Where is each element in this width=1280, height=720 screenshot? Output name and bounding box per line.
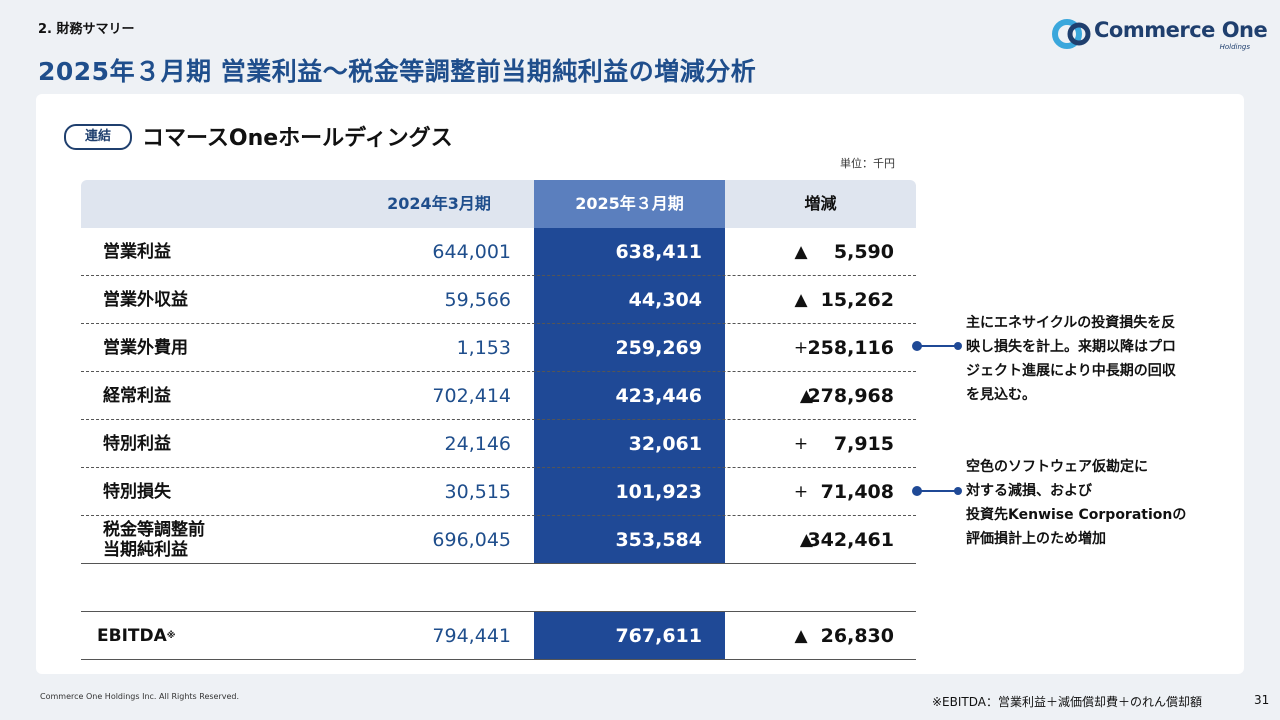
copyright: Commerce One Holdings Inc. All Rights Re… <box>40 692 240 701</box>
row-prev-value: 24,146 <box>444 433 511 455</box>
row-change-value: 15,262 <box>820 289 894 311</box>
page-title: 2025年３月期 営業利益～税金等調整前当期純利益の増減分析 <box>38 57 757 86</box>
current-year-column-bg <box>534 180 725 564</box>
row-separator <box>81 371 916 372</box>
table-row: 税金等調整前 当期純利益 696,045 353,584 ▲ 342,461 <box>81 516 916 564</box>
row-label: 経常利益 <box>103 385 171 406</box>
row-curr-value: 638,411 <box>615 241 702 263</box>
row-change-value: 7,915 <box>833 433 894 455</box>
unit-label: 単位：千円 <box>840 157 895 170</box>
connector-lines <box>912 341 962 496</box>
ebitda-curr: 767,611 <box>615 625 702 647</box>
note-2-line-1: 空色のソフトウェア仮勘定に <box>966 459 1148 475</box>
row-label: 特別損失 <box>103 481 171 502</box>
row-change-value: 71,408 <box>820 481 894 503</box>
row-curr-value: 32,061 <box>628 433 702 455</box>
row-curr-value: 101,923 <box>615 481 702 503</box>
row-label: 営業外費用 <box>103 337 188 358</box>
row-prev-value: 1,153 <box>456 337 511 359</box>
note-1-line-1: 主にエネサイクルの投資損失を反 <box>966 315 1176 331</box>
ebitda-prev: 794,441 <box>432 625 511 647</box>
note-2-line-2: 対する減損、および <box>966 483 1092 499</box>
table-row: 特別損失 30,515 101,923 +71,408 <box>81 468 916 516</box>
ebitda-top-line <box>81 611 916 612</box>
company-subtitle: コマースOneホールディングス <box>142 126 453 151</box>
row-change-value: 342,461 <box>807 529 894 551</box>
ebitda-bottom-line <box>81 659 916 660</box>
row-change-symbol: ▲ <box>794 242 808 262</box>
header-prev-year: 2024年3月期 <box>387 194 491 213</box>
row-change-symbol: ▲ <box>799 530 813 550</box>
note-2-line-4: 評価損計上のため増加 <box>966 531 1106 547</box>
table-row: 営業利益 644,001 638,411 ▲ 5,590 <box>81 228 916 276</box>
row-change-symbol: + <box>793 434 809 454</box>
table-row: 経常利益 702,414 423,446 ▲ 278,968 <box>81 372 916 420</box>
table-row: 営業外収益 59,566 44,304 ▲ 15,262 <box>81 276 916 324</box>
row-separator <box>81 275 916 276</box>
row-change-value: 258,116 <box>807 337 894 359</box>
connector-end-1 <box>954 342 962 350</box>
section-label: 2. 財務サマリー <box>38 22 135 37</box>
row-label: 特別利益 <box>103 433 171 454</box>
ebitda-sym: ▲ <box>794 626 808 646</box>
company-logo: Commerce One Holdings <box>1052 14 1268 54</box>
row-prev-value: 702,414 <box>432 385 511 407</box>
ebitda-label-text: EBITDA <box>97 625 167 646</box>
current-year-header-bg <box>534 180 725 228</box>
row-curr-value: 423,446 <box>615 385 702 407</box>
note-extraordinary-losses: 空色のソフトウェア仮勘定に 対する減損、および 投資先Kenwise Corpo… <box>966 455 1186 551</box>
consolidated-tag: 連結 <box>64 124 132 150</box>
row-curr-value: 44,304 <box>628 289 702 311</box>
row-change-value: 278,968 <box>807 385 894 407</box>
table-bottom-line <box>81 563 916 564</box>
ebitda-label: EBITDA ※ <box>97 612 176 660</box>
row-change-symbol: + <box>793 482 809 502</box>
note-1-line-3: ジェクト進展により中長期の回収 <box>966 363 1176 379</box>
table-header-bg <box>81 180 916 228</box>
current-year-ebitda-bg <box>534 612 725 660</box>
page-number: 31 <box>1254 693 1270 707</box>
row-separator <box>81 467 916 468</box>
row-label: 税金等調整前 当期純利益 <box>103 519 205 560</box>
note-1-line-4: を見込む。 <box>966 387 1036 403</box>
row-prev-value: 59,566 <box>444 289 511 311</box>
note-non-operating-expenses: 主にエネサイクルの投資損失を反 映し損失を計上。来期以降はプロ ジェクト進展によ… <box>966 311 1176 407</box>
row-prev-value: 644,001 <box>432 241 511 263</box>
row-curr-value: 259,269 <box>615 337 702 359</box>
note-1-line-2: 映し損失を計上。来期以降はプロ <box>966 339 1176 355</box>
row-prev-value: 30,515 <box>444 481 511 503</box>
ebitda-row: EBITDA ※ 794,441 767,611 ▲ 26,830 <box>81 612 916 660</box>
row-prev-value: 696,045 <box>432 529 511 551</box>
ebitda-footnote: ※EBITDA：営業利益＋減価償却費＋のれん償却額 <box>932 695 1202 709</box>
header-current-year: 2025年３月期 <box>575 194 684 213</box>
row-change-symbol: ▲ <box>794 290 808 310</box>
ebitda-diff: 26,830 <box>820 625 894 647</box>
connector-end-2 <box>954 487 962 495</box>
row-separator <box>81 323 916 324</box>
row-change-symbol: + <box>793 338 809 358</box>
row-change-symbol: ▲ <box>799 386 813 406</box>
logo-text: Commerce One <box>1094 18 1268 42</box>
table-row: 特別利益 24,146 32,061 +7,915 <box>81 420 916 468</box>
note-2-line-3: 投資先Kenwise Corporationの <box>966 507 1187 523</box>
ebitda-note-mark: ※ <box>166 630 176 641</box>
row-curr-value: 353,584 <box>615 529 702 551</box>
row-label: 営業利益 <box>103 241 171 262</box>
row-change-value: 5,590 <box>833 241 894 263</box>
logo-mark-icon <box>1052 19 1091 49</box>
row-separator <box>81 419 916 420</box>
logo-subtext: Holdings <box>1219 43 1250 51</box>
header-change: 増減 <box>804 194 837 213</box>
row-separator <box>81 515 916 516</box>
table-row: 営業外費用 1,153 259,269 +258,116 <box>81 324 916 372</box>
row-label: 営業外収益 <box>103 289 188 310</box>
